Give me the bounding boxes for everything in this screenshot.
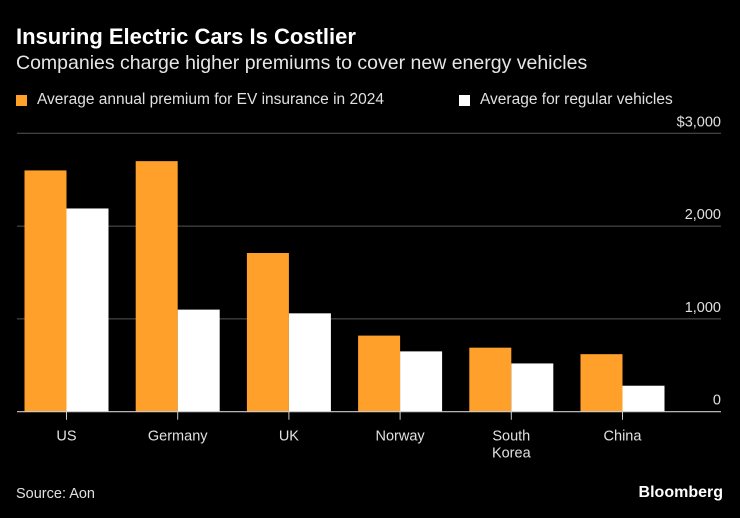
bar-regular — [288, 313, 331, 412]
source-note: Source: Aon — [16, 486, 95, 502]
chart-title: Insuring Electric Cars Is Costlier — [16, 24, 356, 49]
legend-item-ev: Average annual premium for EV insurance … — [16, 91, 384, 109]
bar-regular — [177, 309, 220, 412]
bar-ev — [358, 335, 401, 412]
bar-ev — [246, 253, 289, 412]
x-tick-label: Norway — [376, 429, 426, 445]
legend-swatch-regular — [459, 94, 470, 106]
bar-ev — [469, 347, 512, 412]
y-tick-label: $3,000 — [677, 114, 721, 130]
y-tick-label: 2,000 — [685, 207, 721, 223]
x-tick-label: UK — [279, 429, 299, 445]
x-tick-label: China — [604, 429, 643, 445]
x-tick-label: South Korea — [492, 429, 532, 462]
legend-label-ev: Average annual premium for EV insurance … — [37, 91, 384, 108]
x-tick-label: US — [56, 429, 76, 445]
legend-item-regular: Average for regular vehicles — [459, 91, 673, 109]
bar-regular — [511, 363, 554, 412]
legend-swatch-ev — [16, 94, 27, 106]
legend-label-regular: Average for regular vehicles — [480, 91, 673, 108]
y-tick-label: 0 — [713, 393, 721, 409]
bar-regular — [622, 385, 665, 412]
bar-ev — [135, 161, 178, 412]
bar-regular — [400, 351, 443, 412]
bar-ev — [580, 354, 623, 412]
y-tick-label: 1,000 — [685, 300, 721, 316]
bar-regular — [66, 208, 109, 412]
x-tick-label: Germany — [148, 429, 208, 445]
bloomberg-logo: Bloomberg — [638, 484, 723, 501]
bar-ev — [24, 170, 67, 412]
chart-subtitle: Companies charge higher premiums to cove… — [16, 52, 588, 74]
